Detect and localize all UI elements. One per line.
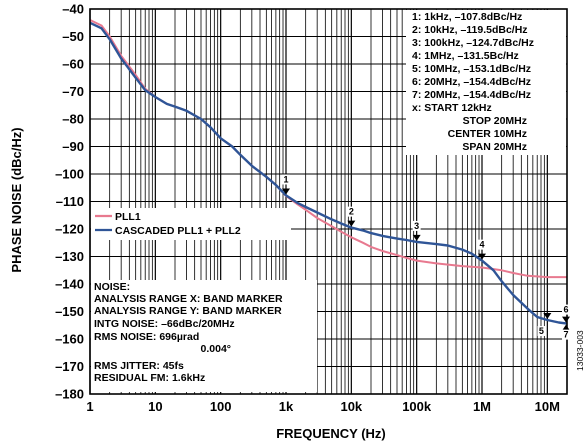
plot-frame — [89, 8, 568, 395]
x-tick-label: 10M — [535, 399, 560, 414]
x-tick-label: 1M — [473, 399, 491, 414]
y-tick-label: –90 — [62, 139, 84, 154]
y-tick-label: –70 — [62, 84, 84, 99]
noise-line: ANALYSIS RANGE Y: BAND MARKER — [94, 305, 282, 317]
marker-table-line: 7: 20MHz, –154.4dBc/Hz — [412, 89, 531, 101]
marker-table-line: x: START 12kHz — [412, 102, 492, 114]
noise-line: 0.004° — [201, 343, 231, 355]
y-tick-label: –80 — [62, 112, 84, 127]
y-tick-label: –130 — [55, 249, 84, 264]
marker-1 — [281, 188, 290, 195]
marker-table-line: 4: 1MHz, –131.5Bc/Hz — [412, 50, 519, 62]
marker-label-bg — [347, 206, 356, 217]
marker-table-line: CENTER 10MHz — [448, 128, 527, 140]
marker-label-4: 4 — [479, 240, 484, 250]
marker-label-5: 5 — [539, 326, 544, 336]
marker-table-line: STOP 20MHz — [463, 115, 527, 127]
y-axis-label: PHASE NOISE (dBc/Hz) — [9, 127, 24, 272]
x-tick-label: 1k — [279, 399, 294, 414]
noise-line: INTG NOISE: –66dBc/20MHz — [94, 318, 235, 330]
x-axis-label: FREQUENCY (Hz) — [276, 426, 386, 441]
marker-label-bg — [562, 329, 570, 340]
marker-5 — [543, 313, 552, 320]
y-tick-label: –40 — [62, 2, 84, 17]
series-layer — [89, 19, 568, 325]
marker-label-6: 6 — [563, 305, 568, 315]
y-tick-label: –100 — [55, 167, 84, 182]
marker-table-line: 3: 100kHz, –124.7dBc/Hz — [412, 37, 534, 49]
x-tick-label: 100 — [210, 399, 232, 414]
noise-line: RMS NOISE: 696µrad — [94, 331, 199, 343]
noise-summary: NOISE: ANALYSIS RANGE X: BAND MARKER ANA… — [91, 280, 317, 392]
marker-label-bg — [562, 304, 570, 315]
noise-line: NOISE: — [94, 281, 130, 293]
noise-line: RESIDUAL FM: 1.6kHz — [94, 372, 205, 384]
y-tick-label: –110 — [56, 194, 84, 209]
figure-id: 13033-003 — [575, 330, 585, 371]
y-tick-label: –140 — [55, 277, 84, 292]
tick-labels: –40 –50 –60 –70 –80 –90 –100 –110 –120 –130 –140 –1… — [55, 2, 560, 415]
marker-label-7: 7 — [563, 330, 568, 340]
y-tick-label: –120 — [55, 222, 84, 237]
marker-label-bg — [477, 239, 486, 250]
marker-table-line: 2: 10kHz, –119.5dBc/Hz — [412, 24, 528, 36]
legend: PLL1 CASCADED PLL1 + PLL2 — [91, 208, 291, 240]
x-tick-label: 10k — [340, 399, 362, 414]
x-tick-label: 10 — [148, 399, 162, 414]
marker-2 — [347, 220, 356, 227]
x-tick-label: 1 — [86, 399, 93, 414]
marker-label-bg — [537, 326, 546, 337]
y-tick-label: –170 — [55, 359, 84, 374]
marker-label-bg — [412, 220, 421, 231]
series-line-cascaded — [89, 21, 568, 325]
noise-line: ANALYSIS RANGE X: BAND MARKER — [94, 293, 283, 305]
marker-table-line: SPAN 20MHz — [462, 141, 527, 153]
marker-label-3: 3 — [414, 221, 419, 231]
noise-line: RMS JITTER: 45fs — [94, 360, 184, 372]
y-tick-label: –180 — [55, 387, 84, 402]
marker-label-2: 2 — [349, 207, 354, 217]
y-tick-label: –160 — [55, 332, 84, 347]
marker-table-line: 5: 10MHz, –153.1dBc/Hz — [412, 63, 531, 75]
marker-4 — [477, 253, 486, 260]
legend-label-pll1: PLL1 — [115, 211, 141, 223]
marker-label-1: 1 — [283, 174, 288, 184]
x-tick-label: 100k — [402, 399, 432, 414]
marker-3 — [412, 234, 421, 241]
y-tick-label: –150 — [55, 304, 84, 319]
marker-label-bg — [281, 174, 290, 185]
legend-label-cascaded: CASCADED PLL1 + PLL2 — [115, 225, 241, 237]
marker-table-line: 6: 20MHz, –154.4dBc/Hz — [412, 76, 531, 88]
marker-7 — [562, 324, 570, 331]
y-tick-label: –50 — [62, 29, 84, 44]
marker-table-line: 1: 1kHz, –107.8dBc/Hz — [412, 11, 522, 23]
markers-layer: 1 2 3 4 5 6 7 — [281, 174, 570, 340]
marker-table: 1: 1kHz, –107.8dBc/Hz 2: 10kHz, –119.5dB… — [406, 10, 566, 155]
marker-6 — [562, 316, 570, 323]
y-tick-label: –60 — [62, 57, 84, 72]
